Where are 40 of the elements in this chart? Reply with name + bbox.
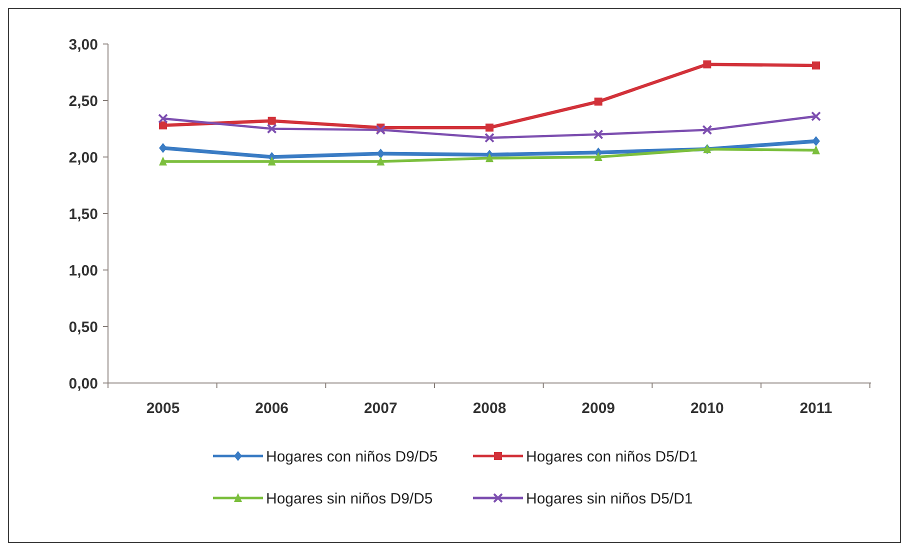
point xyxy=(812,136,820,146)
x-tick-label: 2008 xyxy=(472,400,506,417)
point xyxy=(268,156,276,166)
y-tick-label: 2,00 xyxy=(68,149,98,166)
x-tick-label: 2007 xyxy=(364,400,398,417)
point xyxy=(594,98,602,106)
point xyxy=(376,148,385,159)
point xyxy=(812,61,820,70)
point xyxy=(703,60,712,68)
legend-label: Hogares sin niños D5/D1 xyxy=(526,490,693,508)
point xyxy=(159,142,167,153)
point xyxy=(811,111,821,122)
point xyxy=(486,124,494,132)
x-tick-label: 2009 xyxy=(582,400,616,417)
y-tick-label: 1,00 xyxy=(68,262,98,280)
point xyxy=(159,121,167,130)
y-tick-label: 1,50 xyxy=(68,206,98,223)
point xyxy=(484,132,494,143)
x-tick-label: 2010 xyxy=(690,400,724,417)
point xyxy=(376,156,385,166)
y-tick-label: 0,50 xyxy=(68,318,98,336)
legend-label: Hogares con niños D9/D5 xyxy=(266,448,438,466)
y-tick-label: 2,50 xyxy=(68,92,98,110)
point xyxy=(268,116,276,125)
x-tick-label: 2005 xyxy=(146,400,180,417)
point xyxy=(376,124,386,135)
point xyxy=(486,153,494,162)
y-tick-label: 0,00 xyxy=(68,375,98,392)
point xyxy=(812,145,820,154)
legend-label: Hogares sin niños D9/D5 xyxy=(266,490,433,508)
point xyxy=(266,124,277,134)
x-tick-label: 2006 xyxy=(255,400,289,417)
legend-label: Hogares con niños D5/D1 xyxy=(526,448,698,466)
point xyxy=(158,114,168,124)
point xyxy=(159,156,167,166)
point xyxy=(594,152,602,161)
point xyxy=(702,124,712,135)
y-tick-label: 3,00 xyxy=(68,36,98,54)
x-tick-label: 2011 xyxy=(800,400,832,417)
point xyxy=(593,129,604,140)
